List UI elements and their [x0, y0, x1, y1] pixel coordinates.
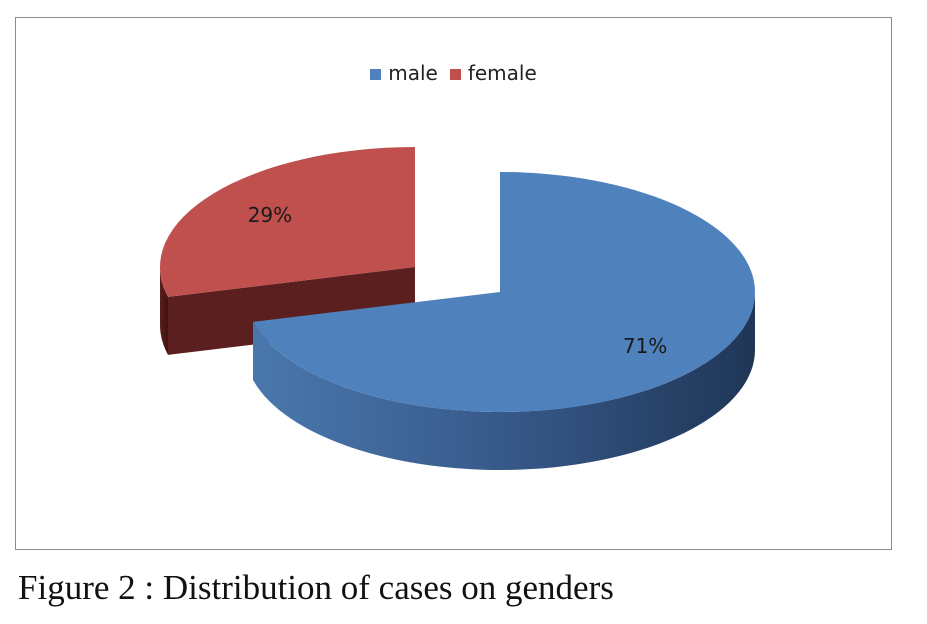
legend: male female [16, 61, 891, 85]
legend-label-female: female [467, 61, 537, 85]
legend-swatch-male [370, 68, 382, 80]
legend-item-male: male [370, 61, 438, 85]
slice-side-female [160, 267, 169, 355]
slice-male [253, 172, 755, 412]
legend-swatch-female [449, 68, 461, 80]
data-label-female: 29% [248, 203, 292, 227]
legend-label-male: male [388, 61, 438, 85]
slice-cut2-female [168, 267, 415, 355]
pie-layer: 29% 71% [160, 147, 755, 471]
figure-caption: Figure 2 : Distribution of cases on gend… [18, 568, 614, 607]
slice-side-male [253, 292, 755, 471]
data-label-male: 71% [623, 334, 667, 358]
legend-item-female: female [449, 61, 537, 85]
slice-female [160, 147, 415, 297]
